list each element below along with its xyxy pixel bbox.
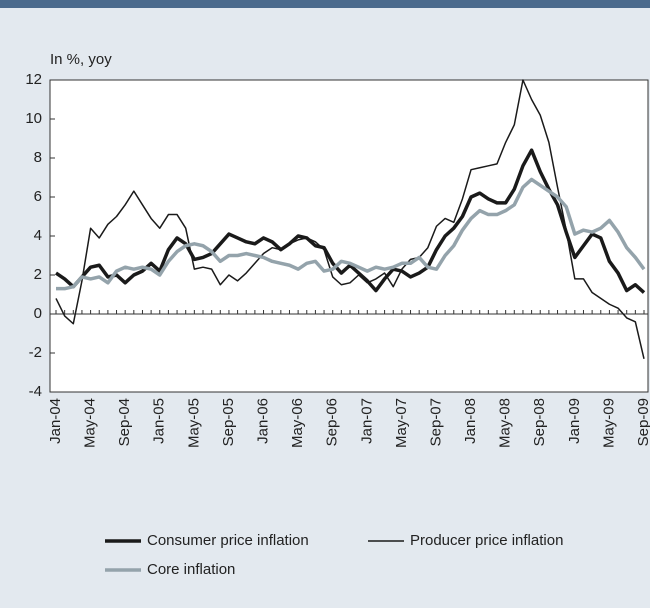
x-tick-label: May-05 [185,398,202,448]
series-line [55,79,645,360]
header-bar [0,0,650,8]
x-tick-label: Jan-05 [151,398,168,444]
x-tick-label: May-09 [600,398,617,448]
x-tick-label: Sep-07 [427,398,444,446]
x-tick-label: Sep-04 [116,398,133,446]
x-tick-label: Sep-08 [531,398,548,446]
y-axis-label: In %, yoy [50,51,112,68]
series-line [55,148,646,294]
x-tick-label: Jan-09 [566,398,583,444]
y-tick-label: 0 [34,305,42,322]
y-tick-label: -4 [29,383,42,400]
x-tick-label: May-04 [82,398,99,448]
x-tick-label: Sep-09 [635,398,650,446]
x-tick-label: May-07 [393,398,410,448]
y-tick-label: -2 [29,344,42,361]
x-tick-label: May-08 [497,398,514,448]
series-line [56,177,646,291]
y-tick-label: 2 [34,266,42,283]
x-tick-label: Jan-07 [358,398,375,444]
x-tick-label: Jan-04 [47,398,64,444]
y-tick-label: 4 [34,227,42,244]
legend-label: Core inflation [147,561,235,578]
y-tick-label: 8 [34,149,42,166]
y-tick-label: 12 [25,71,42,88]
x-tick-label: Jan-08 [462,398,479,444]
legend-label: Producer price inflation [410,532,563,549]
x-tick-label: May-06 [289,398,306,448]
y-tick-label: 6 [34,188,42,205]
x-tick-label: Sep-05 [220,398,237,446]
legend-label: Consumer price inflation [147,532,309,549]
x-tick-label: Jan-06 [254,398,271,444]
plot-area [49,79,649,393]
y-tick-label: 10 [25,110,42,127]
x-tick-label: Sep-06 [324,398,341,446]
